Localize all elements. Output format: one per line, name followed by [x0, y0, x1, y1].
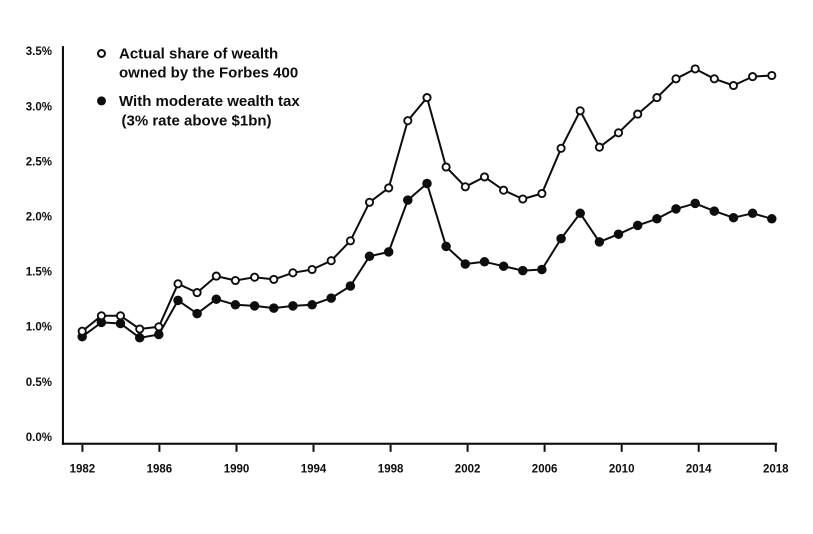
svg-text:2006: 2006	[532, 464, 558, 476]
svg-text:owned by the Forbes 400: owned by the Forbes 400	[119, 65, 298, 82]
svg-text:1.5%: 1.5%	[26, 267, 52, 279]
svg-text:2010: 2010	[609, 464, 635, 476]
svg-text:2014: 2014	[686, 464, 712, 476]
svg-text:0.5%: 0.5%	[26, 377, 52, 389]
svg-text:2.0%: 2.0%	[26, 212, 52, 224]
svg-text:With moderate wealth tax: With moderate wealth tax	[119, 93, 300, 110]
svg-text:(3% rate above $1bn): (3% rate above $1bn)	[122, 112, 272, 129]
svg-text:Actual share of wealth: Actual share of wealth	[119, 46, 278, 63]
svg-text:3.5%: 3.5%	[26, 46, 52, 58]
svg-text:1990: 1990	[224, 464, 250, 476]
svg-text:2.5%: 2.5%	[26, 156, 52, 168]
svg-text:1998: 1998	[378, 464, 404, 476]
svg-text:2018: 2018	[763, 464, 789, 476]
svg-text:3.0%: 3.0%	[26, 101, 52, 113]
svg-text:1982: 1982	[70, 464, 96, 476]
svg-text:1986: 1986	[147, 464, 173, 476]
svg-text:1994: 1994	[301, 464, 327, 476]
svg-text:0.0%: 0.0%	[26, 432, 52, 444]
svg-text:2002: 2002	[455, 464, 481, 476]
svg-text:1.0%: 1.0%	[26, 322, 52, 334]
